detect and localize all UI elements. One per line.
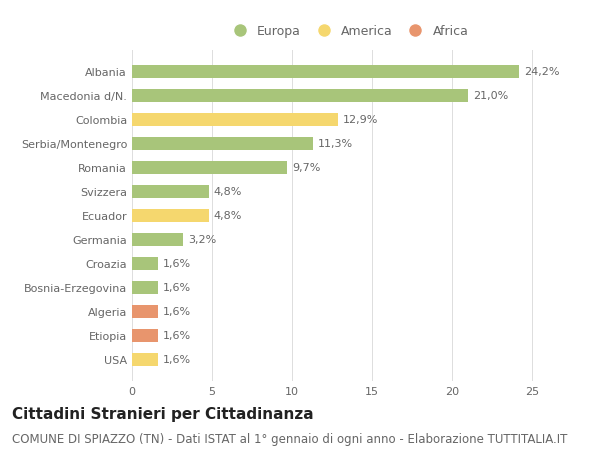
Text: 11,3%: 11,3% [317,139,353,149]
Text: Cittadini Stranieri per Cittadinanza: Cittadini Stranieri per Cittadinanza [12,406,314,421]
Text: 1,6%: 1,6% [163,330,191,341]
Text: 21,0%: 21,0% [473,91,508,101]
Bar [132,113,338,127]
Text: 4,8%: 4,8% [214,187,242,197]
Text: 24,2%: 24,2% [524,67,560,77]
Bar [132,209,209,222]
Bar [132,281,158,294]
Bar [132,185,209,198]
Bar [132,66,519,78]
Text: 9,7%: 9,7% [292,163,320,173]
Legend: Europa, America, Africa: Europa, America, Africa [222,20,474,43]
Text: 4,8%: 4,8% [214,211,242,221]
Bar [132,329,158,342]
Text: 3,2%: 3,2% [188,235,216,245]
Text: 12,9%: 12,9% [343,115,379,125]
Text: COMUNE DI SPIAZZO (TN) - Dati ISTAT al 1° gennaio di ogni anno - Elaborazione TU: COMUNE DI SPIAZZO (TN) - Dati ISTAT al 1… [12,432,568,445]
Bar [132,161,287,174]
Bar [132,233,183,246]
Bar [132,137,313,151]
Text: 1,6%: 1,6% [163,354,191,364]
Bar [132,90,468,103]
Text: 1,6%: 1,6% [163,258,191,269]
Bar [132,305,158,318]
Bar [132,353,158,366]
Text: 1,6%: 1,6% [163,307,191,316]
Text: 1,6%: 1,6% [163,283,191,292]
Bar [132,257,158,270]
